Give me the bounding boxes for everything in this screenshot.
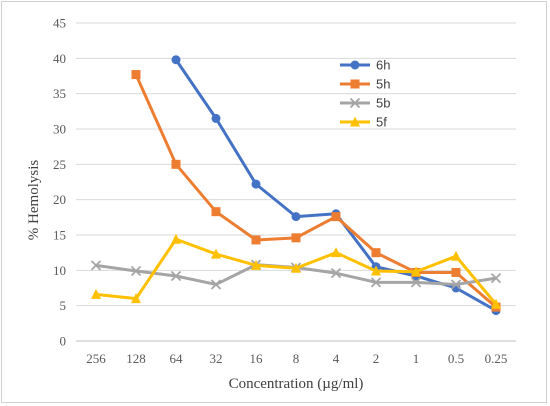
series-line-5h bbox=[134, 73, 497, 309]
data-point-6h bbox=[211, 113, 221, 123]
x-tick-label: 0.25 bbox=[485, 351, 508, 366]
legend-marker bbox=[350, 60, 360, 70]
x-tick-label: 4 bbox=[333, 351, 340, 366]
data-point-6h bbox=[291, 212, 301, 222]
data-point-5f bbox=[411, 266, 421, 277]
y-tick-label: 25 bbox=[53, 157, 66, 172]
legend: 6h 5h 5b 5f bbox=[340, 58, 390, 130]
x-tick-label: 1 bbox=[413, 351, 420, 366]
x-tick-label: 16 bbox=[250, 351, 264, 366]
data-point-5f bbox=[331, 247, 341, 258]
legend-label: 5b bbox=[376, 96, 390, 111]
y-axis-title: % Hemolysis bbox=[26, 160, 42, 241]
data-point-5b bbox=[170, 270, 182, 282]
data-point-5b bbox=[130, 265, 142, 277]
legend-item-5f: 5f bbox=[340, 115, 387, 130]
x-tick-label: 8 bbox=[293, 351, 300, 366]
data-point-5b bbox=[370, 277, 382, 288]
x-tick-label: 32 bbox=[210, 351, 223, 366]
legend-item-6h: 6h bbox=[340, 58, 390, 73]
x-tick-label: 0.5 bbox=[448, 351, 464, 366]
x-axis-title: Concentration (µg/ml) bbox=[229, 376, 364, 392]
legend-item-5b: 5b bbox=[340, 96, 390, 111]
data-point-5b bbox=[450, 279, 462, 290]
legend-marker bbox=[350, 79, 360, 89]
y-tick-label: 30 bbox=[53, 122, 66, 137]
data-point-5h bbox=[451, 267, 461, 277]
data-point-5h bbox=[171, 159, 181, 169]
y-tick-label: 10 bbox=[53, 263, 66, 278]
data-point-5f bbox=[491, 298, 501, 309]
y-tick-label: 0 bbox=[60, 334, 67, 349]
data-point-5f bbox=[171, 233, 181, 244]
data-point-5b bbox=[210, 279, 222, 290]
series-6h bbox=[171, 55, 501, 316]
series-5f bbox=[91, 233, 501, 309]
legend-label: 6h bbox=[376, 58, 390, 73]
data-point-5f bbox=[91, 288, 101, 299]
y-tick-label: 20 bbox=[53, 192, 66, 207]
data-point-5b bbox=[330, 268, 342, 279]
data-point-5h bbox=[211, 207, 221, 217]
series-group bbox=[90, 55, 502, 316]
legend-marker bbox=[350, 116, 360, 127]
data-point-5h bbox=[331, 212, 341, 222]
data-point-5f bbox=[371, 265, 381, 276]
data-point-5h bbox=[251, 235, 261, 245]
legend-label: 5h bbox=[376, 77, 390, 92]
series-5h bbox=[131, 70, 501, 312]
data-point-5f bbox=[211, 248, 221, 259]
data-point-6h bbox=[171, 55, 181, 65]
data-point-6h bbox=[251, 179, 261, 189]
data-point-5h bbox=[371, 248, 381, 258]
y-tick-label: 5 bbox=[60, 298, 67, 313]
legend-label: 5f bbox=[376, 115, 387, 130]
data-point-5b bbox=[90, 260, 102, 271]
x-tick-label: 64 bbox=[170, 351, 184, 366]
data-point-5f bbox=[451, 250, 461, 261]
data-point-5h bbox=[291, 233, 301, 243]
gridlines bbox=[76, 22, 516, 342]
x-tick-label: 256 bbox=[86, 351, 106, 366]
x-tick-label: 128 bbox=[126, 351, 146, 366]
data-point-5f bbox=[251, 259, 261, 270]
data-point-5b bbox=[410, 277, 422, 288]
x-tick-label: 2 bbox=[373, 351, 380, 366]
legend-marker bbox=[349, 97, 361, 109]
y-tick-label: 15 bbox=[53, 228, 66, 243]
data-point-5h bbox=[131, 70, 141, 80]
x-axis-ticks: 256 128 64 32 16 8 4 2 1 0.5 0.25 bbox=[86, 351, 507, 366]
data-point-5f bbox=[131, 293, 141, 304]
data-point-5b bbox=[490, 272, 502, 284]
legend-item-5h: 5h bbox=[340, 77, 390, 92]
y-tick-label: 45 bbox=[53, 16, 66, 31]
y-tick-label: 35 bbox=[53, 86, 66, 101]
y-axis-ticks: 0 5 10 15 20 25 30 35 40 45 bbox=[53, 16, 66, 349]
y-tick-label: 40 bbox=[53, 51, 66, 66]
data-point-5f bbox=[291, 262, 301, 273]
